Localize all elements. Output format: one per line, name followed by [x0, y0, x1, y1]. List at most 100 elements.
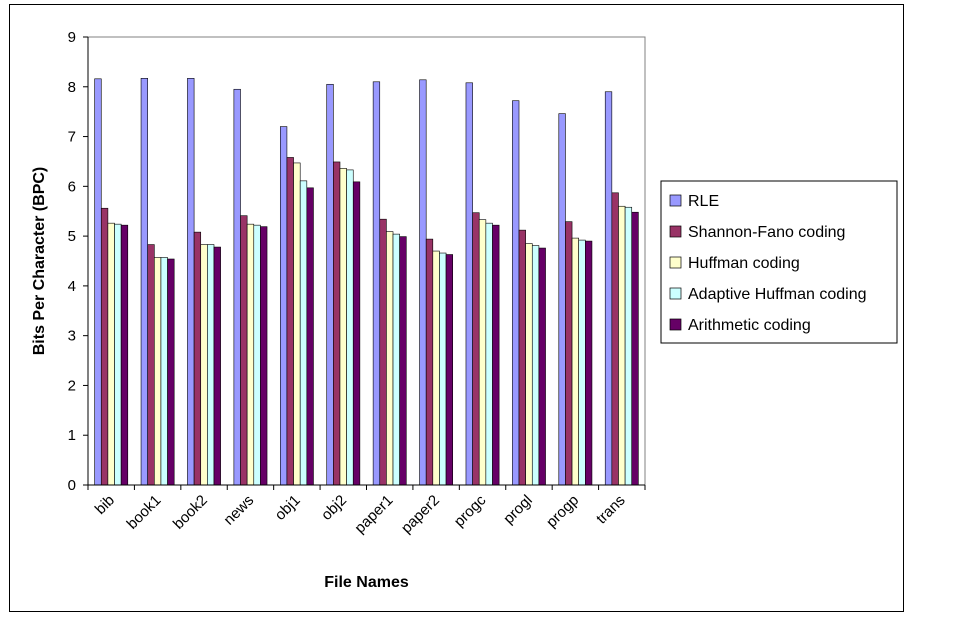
x-tick-label-paper1: paper1 — [351, 492, 396, 537]
legend-label-3: Adaptive Huffman coding — [688, 286, 866, 303]
bar-book2-2 — [200, 244, 208, 486]
bar-trans-1 — [611, 192, 619, 486]
bar-obj1-4 — [306, 187, 314, 486]
bar-paper1-3 — [392, 233, 400, 486]
bar-progl-2 — [525, 243, 533, 486]
bar-book1-2 — [154, 257, 162, 486]
bar-progc-1 — [472, 212, 480, 486]
x-tick-label-obj1: obj1 — [272, 492, 304, 524]
y-tick-label: 3 — [68, 328, 76, 345]
y-tick-label: 0 — [68, 477, 76, 494]
bar-book1-1 — [147, 244, 155, 486]
x-tick-label-progl: progl — [500, 492, 536, 528]
bar-paper1-2 — [386, 231, 394, 486]
x-axis-title: File Names — [324, 574, 409, 591]
legend-swatch-0 — [669, 194, 682, 207]
bar-paper1-1 — [379, 218, 387, 486]
y-axis-title: Bits Per Character (BPC) — [31, 167, 48, 356]
bar-obj1-2 — [293, 162, 301, 486]
bar-obj2-4 — [352, 181, 361, 486]
bar-book1-3 — [160, 257, 168, 486]
bar-progl-4 — [538, 247, 546, 486]
x-tick-label-book1: book1 — [124, 492, 165, 533]
bar-bib-1 — [100, 207, 109, 486]
bar-bib-4 — [120, 224, 129, 486]
legend-label-2: Huffman coding — [688, 255, 800, 272]
bar-progp-0 — [558, 113, 566, 486]
bar-trans-2 — [618, 205, 626, 486]
bar-news-1 — [240, 215, 248, 486]
x-tick-labels: bib book1 book2 news obj1 obj2 paper1 paper2 pro… — [92, 491, 629, 536]
x-tick-label-progc: progc — [451, 491, 490, 530]
x-tick-label-trans: trans — [593, 492, 629, 528]
y-tick-label: 6 — [68, 178, 76, 195]
bar-obj1-1 — [286, 157, 294, 486]
y-tick-label: 1 — [68, 427, 76, 444]
legend-label-4: Arithmetic coding — [688, 317, 811, 334]
bar-paper1-0 — [372, 81, 381, 486]
y-tick-label: 7 — [68, 129, 76, 146]
x-tick-label-paper2: paper2 — [398, 492, 443, 537]
plot-background — [87, 36, 646, 486]
legend: RLE Shannon-Fano coding Huffman coding Adap… — [660, 180, 898, 344]
bar-progc-0 — [465, 82, 473, 486]
legend-label-0: RLE — [688, 193, 719, 210]
bar-book2-0 — [187, 78, 195, 486]
bar-progp-2 — [571, 237, 579, 486]
bar-book1-4 — [167, 258, 175, 486]
bar-progp-4 — [585, 240, 593, 486]
bar-book2-4 — [213, 246, 221, 486]
bar-progp-1 — [565, 221, 573, 486]
legend-swatch-3 — [669, 287, 682, 300]
y-tick-labels: 0 1 2 3 4 5 6 7 8 9 — [68, 29, 76, 494]
bar-progl-1 — [518, 229, 526, 486]
bar-obj2-3 — [346, 169, 354, 486]
bars-group — [94, 78, 639, 486]
plot-area — [87, 36, 646, 486]
bar-progc-3 — [485, 222, 493, 486]
y-tick-label: 4 — [68, 278, 76, 295]
bar-book2-3 — [207, 244, 215, 486]
bar-progl-0 — [512, 100, 520, 486]
bar-book2-1 — [193, 231, 202, 486]
bar-trans-0 — [604, 91, 613, 486]
bar-progp-3 — [578, 239, 586, 486]
legend-swatch-2 — [669, 256, 682, 269]
bar-obj2-2 — [339, 168, 347, 486]
legend-box — [660, 180, 898, 344]
bar-bib-3 — [114, 223, 122, 486]
bar-progc-4 — [492, 224, 500, 486]
x-tick-label-book2: book2 — [170, 492, 211, 533]
bar-paper2-0 — [419, 79, 427, 486]
bar-bib-0 — [94, 78, 102, 486]
bar-news-3 — [253, 224, 261, 486]
y-tick-label: 9 — [68, 29, 76, 46]
bar-news-0 — [233, 88, 241, 486]
x-tick-label-progp: progp — [543, 492, 582, 531]
y-tick-label: 8 — [68, 79, 76, 96]
bar-obj2-0 — [326, 83, 334, 486]
x-tick-label-obj2: obj2 — [318, 492, 350, 524]
bar-trans-4 — [631, 211, 639, 486]
bar-obj1-0 — [279, 126, 288, 486]
bar-paper2-4 — [445, 254, 454, 486]
bar-news-2 — [246, 223, 255, 486]
y-tick-label: 2 — [68, 377, 76, 394]
bar-paper1-4 — [399, 236, 407, 486]
bar-obj1-3 — [299, 180, 308, 486]
axes-group — [83, 36, 646, 490]
bar-trans-3 — [624, 206, 633, 486]
legend-swatch-4 — [669, 318, 682, 331]
bar-progc-2 — [478, 219, 487, 486]
bar-paper2-1 — [425, 238, 434, 486]
y-tick-label: 5 — [68, 228, 76, 245]
x-tick-label-news: news — [220, 492, 257, 529]
bar-bib-2 — [107, 222, 115, 486]
bar-paper2-2 — [432, 250, 440, 486]
x-tick-label-bib: bib — [92, 492, 118, 518]
bar-book1-0 — [140, 78, 148, 486]
legend-swatch-1 — [669, 225, 682, 238]
bar-paper2-3 — [439, 252, 447, 486]
